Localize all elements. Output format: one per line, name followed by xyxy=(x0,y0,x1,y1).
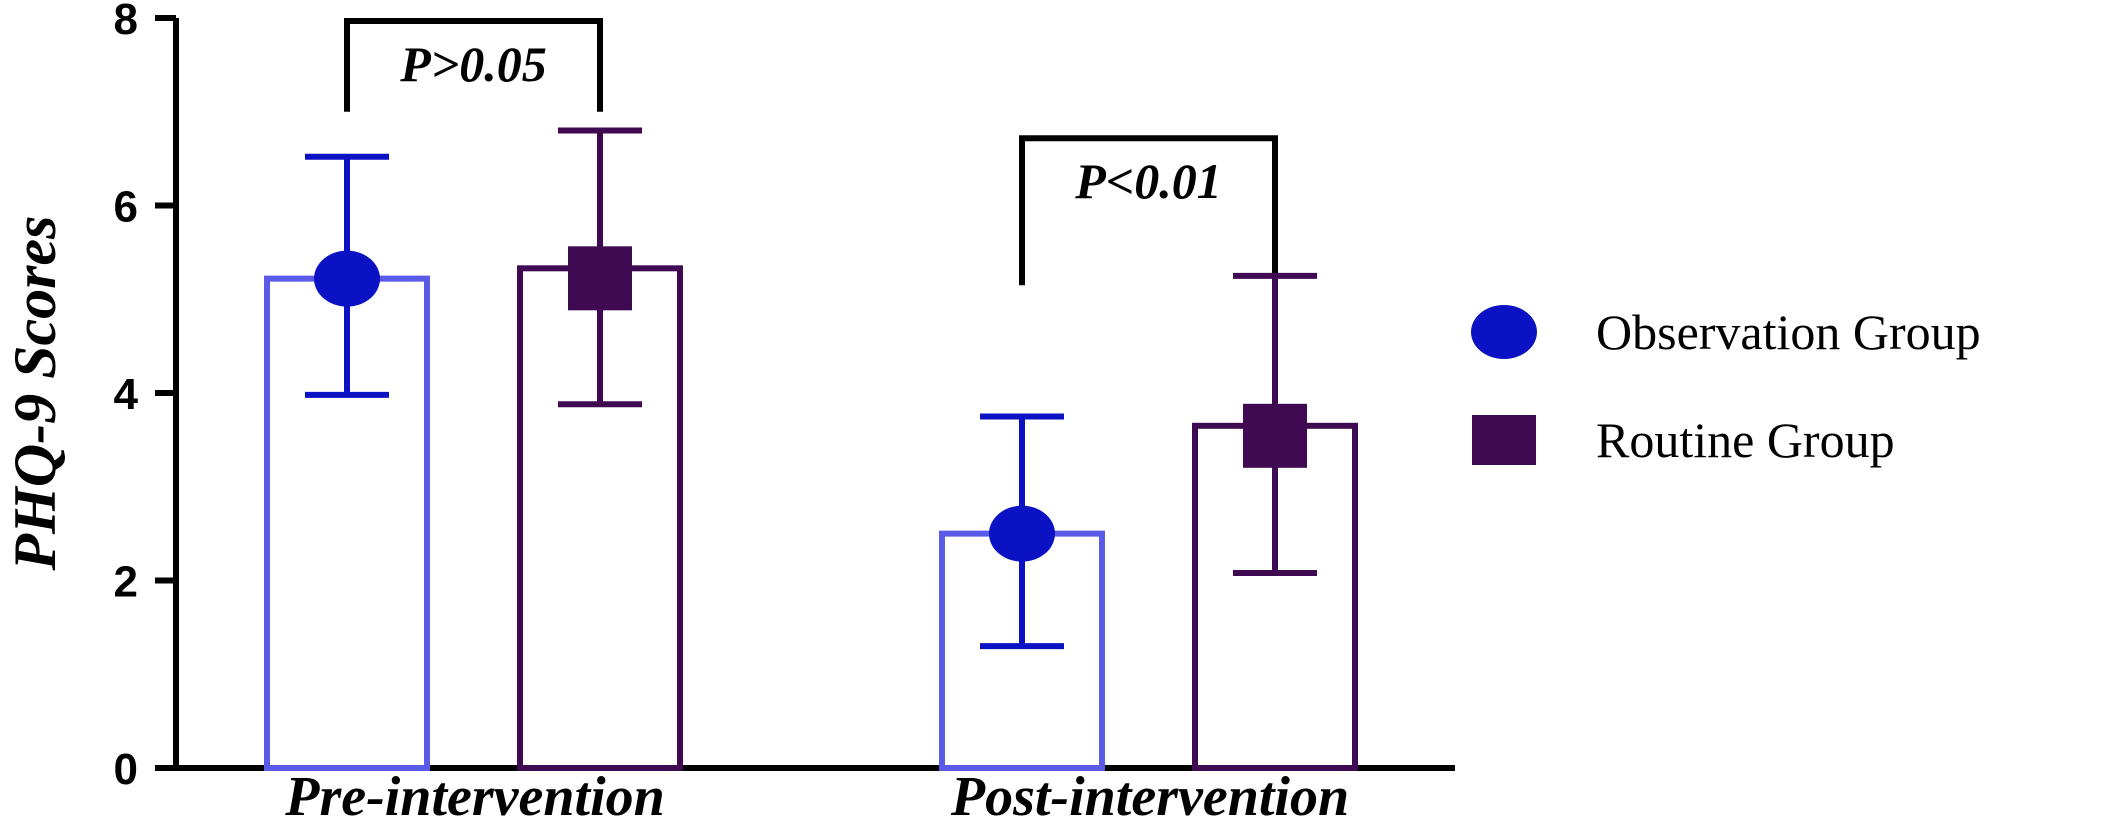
y-tick-label: 8 xyxy=(114,0,138,44)
y-tick-label: 6 xyxy=(114,183,138,232)
y-tick-label: 0 xyxy=(114,745,138,794)
significance-bracket xyxy=(344,18,603,112)
data-point-circle xyxy=(314,250,380,307)
legend-marker-square xyxy=(1472,415,1536,465)
x-category-label: Post-intervention xyxy=(950,766,1349,822)
legend-label: Routine Group xyxy=(1596,412,1895,468)
legend-marker-circle xyxy=(1471,305,1537,359)
significance-label: P<0.01 xyxy=(1074,153,1222,209)
x-category-label: Pre-intervention xyxy=(284,766,665,822)
y-tick-label: 2 xyxy=(114,558,138,607)
data-point-circle xyxy=(989,505,1055,562)
significance-label: P>0.05 xyxy=(399,36,547,92)
y-axis: 0 2 4 6 8 xyxy=(114,0,179,794)
legend-label: Observation Group xyxy=(1596,304,1981,360)
data-point-square xyxy=(568,246,632,311)
legend: Observation Group Routine Group xyxy=(1471,304,1981,468)
significance-bracket xyxy=(1019,135,1278,286)
y-axis-title: PHQ-9 Scores xyxy=(2,216,68,572)
data-point-square xyxy=(1243,403,1307,468)
y-tick-label: 4 xyxy=(114,370,139,419)
